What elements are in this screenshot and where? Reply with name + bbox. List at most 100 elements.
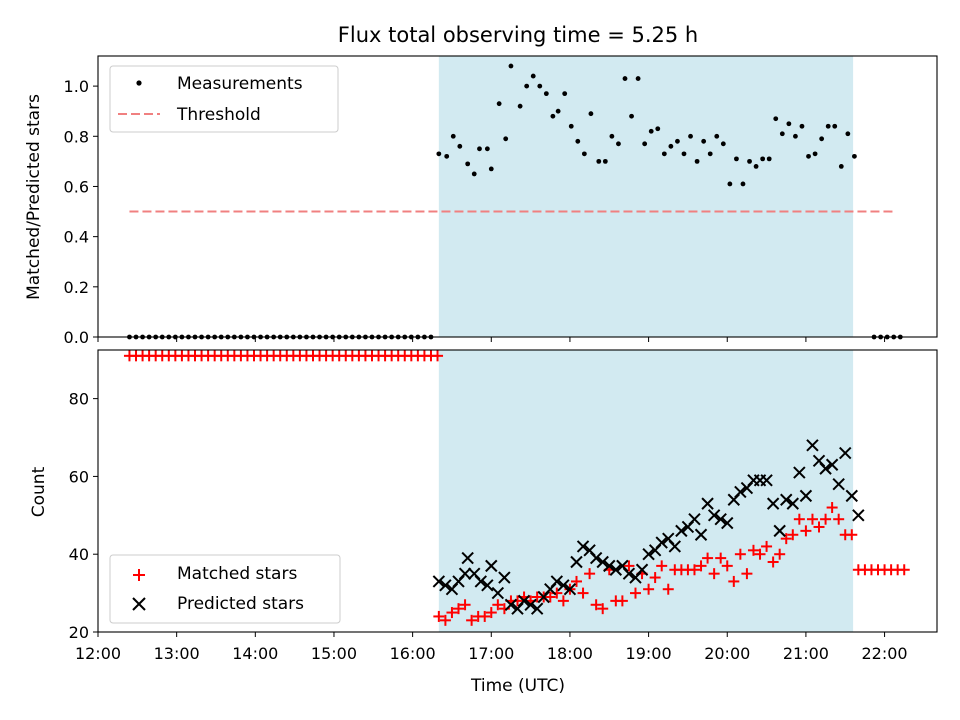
matched-star-point [820,513,832,525]
predicted-star-point [825,458,839,471]
predicted-star-point [668,540,682,553]
matched-star-point [702,552,714,564]
measurement-point [465,161,471,167]
predicted-star-point [439,579,452,592]
measurement-point [819,136,825,142]
measurement-point [648,128,654,134]
measurement-point [661,151,667,157]
matched-star-point [767,556,779,568]
measurement-point [799,123,805,129]
matched-star-point [459,599,471,611]
measurement-point [793,133,798,139]
y-tick-label: 0.0 [64,328,89,347]
predicted-star-point [721,516,734,530]
matched-star-point [453,603,465,615]
measurement-point [635,76,641,81]
y-tick-label: 80 [69,390,89,409]
measurement-point [568,123,574,129]
measurement-point [524,83,530,89]
measurement-point [562,91,568,97]
measurement-point [471,171,477,177]
matched-star-point [629,587,641,599]
predicted-star-point [806,439,819,452]
predicted-star-point [491,586,505,600]
count-panel: 20 40 60 80 12:00 13:00 14:00 15:00 16:00 17:00 1… [29,349,938,696]
legend-label-threshold: Threshold [176,105,261,125]
matched-star-point [774,548,786,560]
x-tick-label: 21:00 [783,644,829,663]
measurement-point [537,83,543,89]
predicted-star-point [688,512,701,526]
matched-star-point [662,583,674,595]
y-tick-label: 40 [69,545,89,564]
matched-star-point [800,525,812,537]
y-tick-label: 60 [69,467,89,486]
predicted-star-point [517,594,531,608]
measurement-point [622,76,628,81]
matched-star-point [466,614,478,626]
matched-star-point [780,533,792,545]
matched-star-point [643,583,655,595]
measurement-point [496,101,502,107]
measurement-point [786,121,792,127]
predicted-star-point [694,528,708,541]
predicted-star-point [570,555,583,569]
matched-star-point [728,575,740,587]
matched-star-point [708,568,720,580]
matched-star-point [793,513,805,525]
y-tick-label: 0.8 [64,127,89,146]
top-y-axis-label: Matched/Predicted stars [24,94,44,300]
legend-marker-matched [133,569,145,581]
measurement-point [436,151,442,157]
matched-star-point [577,587,589,599]
predicted-star-point [635,563,649,576]
measurement-point [707,151,713,157]
measurement-point [701,138,707,144]
y-tick-label: 0.2 [64,278,89,297]
top-axes-frame [97,55,938,338]
ratio-panel: 0.0 0.2 0.4 0.6 0.8 1.0 Flux total observing … [24,23,938,347]
matched-star-point [656,560,668,572]
measurement-point [503,136,509,142]
measurement-point [766,156,772,162]
measurement-point [838,163,844,169]
predicted-star-point [524,598,537,611]
predicted-star-point [485,559,498,573]
matched-star-point [721,560,733,572]
predicted-star-point [793,466,806,479]
predicted-star-point [498,571,511,584]
measurement-point [675,138,680,144]
matched-star-point [846,529,858,541]
predicted-star-point [675,524,688,538]
measurement-point [517,103,523,109]
matched-star-point [446,607,458,619]
matched-star-point [584,568,596,580]
measurement-point [832,123,838,129]
matched-star-point [570,575,582,587]
predicted-star-point [622,567,636,580]
predicted-star-point [760,474,773,487]
predicted-star-point [839,446,852,460]
measurement-point [609,133,615,139]
matched-star-point [439,614,451,626]
bottom-axes-frame [97,349,938,633]
matched-star-point [623,560,635,572]
predicted-star-point [504,598,518,611]
x-axis-label: Time (UTC) [470,676,565,696]
matched-star-point [747,544,759,556]
predicted-star-point [474,575,488,588]
predicted-star-point [766,497,780,510]
measurement-point [596,158,602,164]
matched-star-point [485,607,497,619]
measurement-point [477,146,482,152]
measurement-point [852,153,857,159]
observing-window-shade [438,56,854,337]
measurement-point [714,133,720,139]
matched-star-point [597,603,609,615]
matched-star-point [433,610,445,622]
top-legend-box [109,65,339,133]
predicted-star-point [557,579,570,592]
x-tick-label: 12:00 [75,644,121,663]
measurement-point [616,141,621,147]
